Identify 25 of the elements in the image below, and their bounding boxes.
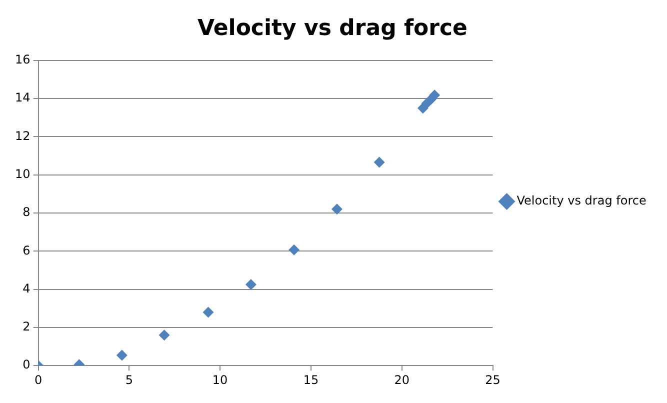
point — [331, 204, 342, 215]
point — [245, 279, 256, 290]
y-tick-label: 14 — [14, 90, 30, 105]
x-tick-label: 5 — [125, 372, 133, 387]
x-tick-label: 0 — [34, 372, 42, 387]
y-tick-label: 4 — [22, 281, 30, 296]
chart-title: Velocity vs drag force — [198, 16, 468, 41]
y-tick-label: 0 — [22, 358, 30, 372]
x-tick-label: 15 — [303, 372, 319, 387]
y-tick-label: 2 — [22, 320, 30, 334]
y-tick-label: 8 — [22, 205, 30, 220]
y-tick-label: 12 — [14, 128, 30, 143]
x-tick-label: 25 — [485, 372, 500, 387]
point — [288, 244, 300, 256]
point — [158, 330, 170, 341]
point — [202, 306, 214, 318]
point — [116, 350, 128, 361]
point — [374, 156, 385, 168]
x-tick-label: 10 — [212, 372, 228, 387]
y-tick-label: 10 — [14, 166, 30, 181]
point — [429, 90, 440, 101]
y-tick-label: 16 — [14, 52, 30, 67]
x-tick-label: 20 — [394, 372, 410, 387]
legend-label: Velocity vs drag force — [516, 194, 646, 208]
y-tick-label: 6 — [22, 243, 30, 258]
